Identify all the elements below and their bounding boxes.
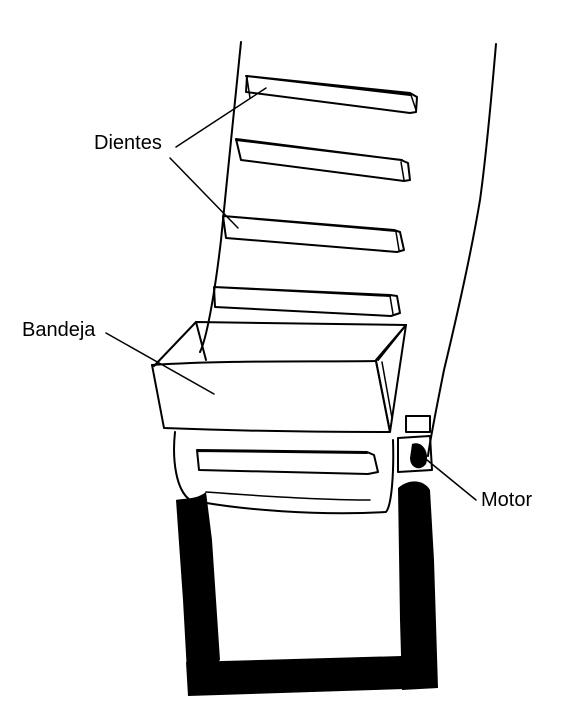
tray-inner-right: [377, 324, 407, 361]
base-frame: [176, 481, 438, 696]
tooth-2: [235, 138, 411, 182]
elevator-rails: [199, 41, 497, 457]
tray-back-edge: [153, 321, 407, 367]
left-rail: [199, 41, 242, 353]
motor-shaft: [410, 443, 428, 469]
tooth-1: [245, 75, 418, 114]
frame-left-leg: [176, 492, 220, 690]
leader-motor: [426, 459, 477, 501]
motor-mount: [405, 415, 431, 433]
leader-dientes-2: [169, 157, 239, 229]
tray-inner-left: [195, 321, 207, 361]
motor-housing: [397, 435, 433, 473]
tray: [151, 321, 407, 433]
frame-bottom-bar: [186, 656, 436, 696]
tray-right-face: [375, 324, 407, 433]
tooth-5: [196, 449, 379, 475]
label-motor: Motor: [481, 489, 532, 511]
annotations: Dientes Bandeja Motor: [22, 87, 532, 511]
belt-bottom-edge: [173, 431, 395, 515]
teeth-group: [213, 75, 418, 317]
tooth-3: [222, 215, 405, 253]
leader-dientes-1: [175, 87, 267, 148]
lower-belt: [173, 431, 395, 515]
frame-right-leg: [398, 481, 438, 690]
leader-bandeja: [105, 332, 215, 395]
right-rail: [427, 43, 497, 457]
label-bandeja: Bandeja: [22, 319, 96, 341]
tray-front-face: [151, 360, 391, 433]
motor: [397, 415, 433, 473]
tray-rim: [151, 360, 377, 366]
tooth-4: [213, 286, 401, 317]
label-dientes: Dientes: [94, 132, 162, 154]
